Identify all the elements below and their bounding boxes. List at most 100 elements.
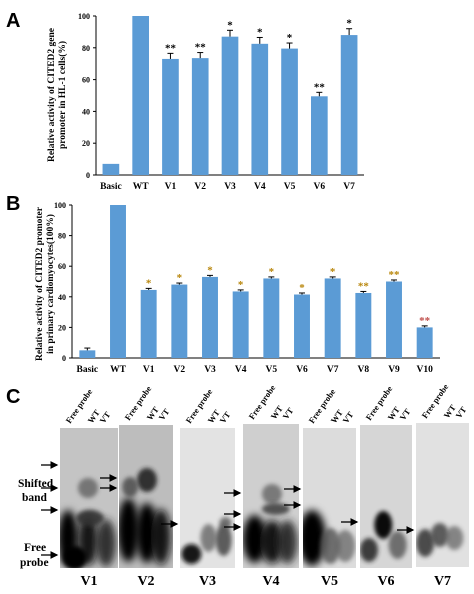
bar xyxy=(221,36,239,175)
significance-marker: ** xyxy=(389,269,401,281)
blot-band xyxy=(122,477,139,497)
x-category-label: WT xyxy=(110,365,127,375)
x-category-label: V2 xyxy=(174,365,186,375)
significance-marker: * xyxy=(257,26,263,38)
significance-marker: * xyxy=(207,264,213,276)
blot-label: V6 xyxy=(377,574,394,589)
bar xyxy=(79,350,96,358)
blot-band xyxy=(200,524,217,552)
bar xyxy=(324,278,341,358)
blot-band xyxy=(259,520,284,564)
significance-marker: * xyxy=(238,279,244,291)
significance-marker: * xyxy=(227,19,233,31)
free-probe-label-line2: probe xyxy=(20,557,49,569)
bar xyxy=(232,291,249,358)
blot-band xyxy=(335,530,356,562)
y-tick-label: 20 xyxy=(58,323,66,332)
lane-label: VT xyxy=(280,405,295,421)
x-category-label: Basic xyxy=(77,365,99,375)
x-category-label: V2 xyxy=(194,182,206,192)
bar xyxy=(162,58,179,175)
blot-band xyxy=(374,511,393,539)
x-category-label: WT xyxy=(133,182,150,192)
blot-band xyxy=(320,528,341,564)
shifted-band-label-line2: band xyxy=(22,492,48,504)
x-category-label: V7 xyxy=(343,182,355,192)
x-category-label: V1 xyxy=(165,182,177,192)
bar xyxy=(340,35,358,175)
blot-band xyxy=(219,517,232,529)
lane-label: VT xyxy=(340,409,355,425)
significance-marker: * xyxy=(177,272,183,284)
blot-band xyxy=(76,510,104,526)
chart-b: Relative activity of CITED2 promoter in … xyxy=(35,201,440,375)
significance-marker: ** xyxy=(314,81,326,93)
blot-band xyxy=(430,523,449,547)
bar xyxy=(110,205,126,358)
blot-band xyxy=(63,546,87,568)
y-tick-label: 0 xyxy=(86,171,90,180)
blot-band xyxy=(261,503,290,515)
significance-marker: * xyxy=(299,282,305,294)
x-category-label: V9 xyxy=(388,365,400,375)
x-category-label: V8 xyxy=(358,365,370,375)
y-tick-label: 20 xyxy=(82,139,90,148)
significance-marker: * xyxy=(287,32,293,44)
blot-band xyxy=(303,510,327,566)
significance-marker: ** xyxy=(419,315,431,327)
chart-a-ylabel-line1: Relative activity of CITED2 gene xyxy=(47,28,57,162)
panel-letter-c: C xyxy=(6,386,20,408)
significance-marker: * xyxy=(146,277,152,289)
x-category-label: V1 xyxy=(143,365,155,375)
x-category-label: V5 xyxy=(284,182,296,192)
blot-label: V2 xyxy=(137,574,154,589)
significance-marker: ** xyxy=(358,280,370,292)
significance-marker: ** xyxy=(195,42,207,54)
bar xyxy=(386,281,402,358)
y-tick-label: 80 xyxy=(82,44,90,53)
blot-band xyxy=(96,519,116,567)
blot-label: V4 xyxy=(262,574,279,589)
x-category-label: V10 xyxy=(416,365,433,375)
lane-label: VT xyxy=(453,404,468,420)
blot-band xyxy=(150,509,171,565)
blot-band xyxy=(445,526,464,550)
chart-b-ylabel-line2: in primary cardiomyocytes(100%) xyxy=(45,214,56,354)
bar xyxy=(294,294,310,358)
y-tick-label: 60 xyxy=(58,262,66,271)
chart-b-ylabel-line1: Relative activity of CITED2 promoter xyxy=(35,206,45,361)
y-tick-label: 100 xyxy=(78,12,90,21)
blot-band xyxy=(136,468,157,492)
bar xyxy=(132,16,150,175)
x-category-label: V7 xyxy=(327,365,339,375)
blot-band xyxy=(78,478,98,498)
lane-label: VT xyxy=(97,409,112,425)
x-category-label: Basic xyxy=(100,182,122,192)
significance-marker: * xyxy=(346,18,352,30)
blot-band xyxy=(416,529,435,557)
y-tick-label: 40 xyxy=(58,293,66,302)
shifted-band-label-line1: Shifted xyxy=(18,478,54,490)
blot-label: V1 xyxy=(80,574,97,589)
blot-band xyxy=(243,515,267,563)
blot-band xyxy=(261,484,282,504)
bar xyxy=(263,278,280,358)
blot-label: V5 xyxy=(321,574,338,589)
y-tick-label: 80 xyxy=(58,232,66,241)
bar xyxy=(355,292,372,358)
y-tick-label: 100 xyxy=(54,201,66,210)
lane-label: VT xyxy=(156,406,171,422)
bar xyxy=(281,48,298,175)
blot-band xyxy=(181,544,202,564)
panel-letter-a: A xyxy=(6,10,20,32)
y-tick-label: 0 xyxy=(62,354,66,363)
bar xyxy=(171,284,188,358)
chart-a-ylabel-line2: promoter in HL-1 cells(%) xyxy=(57,41,68,149)
x-category-label: V4 xyxy=(254,182,266,192)
bar xyxy=(251,43,269,176)
lane-label: VT xyxy=(397,406,412,422)
